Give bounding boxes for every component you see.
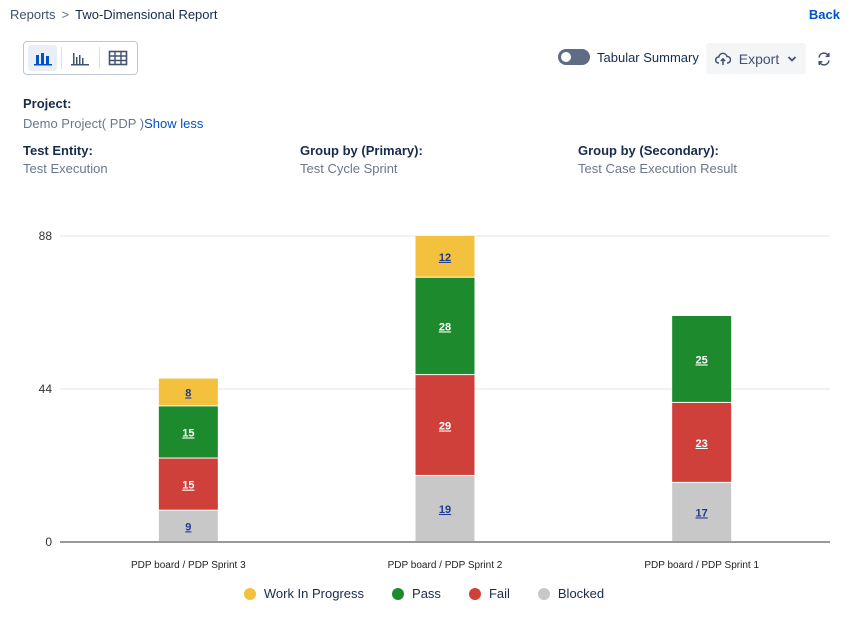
legend-swatch: [537, 587, 550, 600]
bar-segment[interactable]: [415, 236, 475, 277]
legend-item[interactable]: Work In Progress: [243, 586, 365, 601]
toggle-divider: [99, 47, 100, 69]
x-category-label: PDP board / PDP Sprint 2: [388, 560, 503, 571]
chart-legend: Work In Progress Pass Fail Blocked: [0, 586, 848, 601]
bar-segment[interactable]: [415, 375, 475, 475]
bar-value-label[interactable]: 15: [182, 480, 194, 492]
stacked-bar-view-button[interactable]: [28, 45, 58, 71]
cloud-upload-icon: [714, 52, 731, 65]
chevron-down-icon: [788, 55, 797, 62]
bar-segment[interactable]: [415, 475, 475, 541]
legend-label: Fail: [488, 586, 510, 601]
tabular-summary-label: Tabular Summary: [597, 50, 699, 65]
bar-segment[interactable]: [672, 315, 732, 402]
project-label: Project:: [23, 96, 72, 111]
table-icon: [109, 50, 128, 66]
bar-segment[interactable]: [672, 402, 732, 482]
bar-view-button[interactable]: [66, 45, 95, 71]
bar-segment[interactable]: [158, 458, 218, 510]
bar-chart-icon: [71, 53, 90, 66]
y-tick-label: 88: [39, 229, 53, 243]
test-entity-value: Test Execution: [23, 161, 108, 176]
stacked-bar-chart: 0 44 88 9 15 15 8 PDP board / PDP Sprint 3 19 29 2…: [39, 229, 830, 571]
legend-item[interactable]: Pass: [392, 586, 441, 601]
legend-label: Pass: [412, 586, 441, 601]
legend-label: Blocked: [557, 586, 605, 601]
breadcrumb-current: Two-Dimensional Report: [75, 7, 218, 22]
legend-item[interactable]: Fail: [468, 586, 510, 601]
back-link[interactable]: Back: [808, 7, 840, 22]
bar-segment[interactable]: [158, 510, 218, 541]
table-view-button[interactable]: [104, 45, 133, 71]
group-secondary-value: Test Case Execution Result: [578, 161, 737, 176]
bar-value-label[interactable]: 28: [439, 321, 451, 333]
bar-value-label[interactable]: 23: [696, 438, 708, 450]
legend-swatch: [243, 587, 256, 600]
bar-value-label[interactable]: 25: [696, 354, 708, 366]
toggle-divider: [61, 47, 62, 69]
x-category-label: PDP board / PDP Sprint 3: [131, 560, 246, 571]
test-entity-label: Test Entity:: [23, 143, 93, 158]
x-category-label: PDP board / PDP Sprint 1: [644, 560, 759, 571]
stacked-bar-chart-icon: [33, 53, 52, 66]
breadcrumb: Reports > Two-Dimensional Report: [10, 7, 217, 22]
chart-view-toggle: [23, 41, 138, 75]
y-tick-label: 44: [39, 382, 53, 396]
legend-label: Work In Progress: [263, 586, 365, 601]
export-button[interactable]: Export: [706, 43, 806, 74]
bar-value-label[interactable]: 15: [182, 427, 194, 439]
breadcrumb-reports-link[interactable]: Reports: [10, 7, 56, 22]
bar-value-label[interactable]: 12: [439, 252, 451, 264]
group-primary-value: Test Cycle Sprint: [300, 161, 398, 176]
bar-value-label[interactable]: 9: [185, 521, 191, 533]
bar-segment[interactable]: [672, 482, 732, 541]
legend-swatch: [468, 587, 481, 600]
project-name: Demo Project( PDP ): [23, 116, 145, 131]
legend-swatch: [392, 587, 405, 600]
legend-item[interactable]: Blocked: [537, 586, 605, 601]
bar-segment[interactable]: [158, 406, 218, 458]
group-secondary-label: Group by (Secondary):: [578, 143, 719, 158]
tabular-summary-toggle[interactable]: [558, 49, 590, 65]
bar-value-label[interactable]: 29: [439, 421, 451, 433]
bar-segment[interactable]: [158, 378, 218, 406]
project-value: Demo Project( PDP )Show less: [23, 116, 203, 131]
bar-value-label[interactable]: 8: [185, 387, 191, 399]
y-tick-label: 0: [45, 535, 52, 549]
toggle-knob: [561, 52, 571, 62]
refresh-icon[interactable]: [815, 50, 833, 68]
breadcrumb-separator: >: [61, 7, 70, 22]
bar-segment[interactable]: [415, 277, 475, 375]
export-label: Export: [738, 50, 780, 67]
group-primary-label: Group by (Primary):: [300, 143, 423, 158]
bar-value-label[interactable]: 17: [696, 507, 708, 519]
bar-value-label[interactable]: 19: [439, 504, 451, 516]
show-less-link[interactable]: Show less: [144, 116, 204, 131]
